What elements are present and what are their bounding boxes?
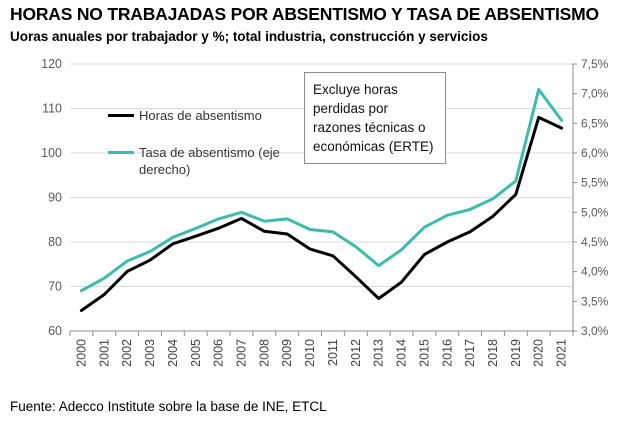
x-tick-label: 2009 <box>280 339 294 367</box>
y-right-tick-label: 7,5% <box>581 57 609 71</box>
y-right-tick-label: 3,0% <box>581 324 609 338</box>
y-right-tick-label: 6,0% <box>581 146 609 160</box>
x-tick-label: 2016 <box>440 339 454 367</box>
legend-swatch-tasa <box>108 151 134 154</box>
chart-subtitle: Uoras anuales por trabajador y %; total … <box>10 29 488 44</box>
y-right-tick-label: 3,5% <box>581 294 609 308</box>
x-tick-label: 2005 <box>189 339 203 367</box>
x-tick-label: 2018 <box>486 339 500 367</box>
x-tick-label: 2000 <box>74 339 88 367</box>
chart-title: HORAS NO TRABAJADAS POR ABSENTISMO Y TAS… <box>10 4 599 24</box>
x-tick-label: 2014 <box>395 339 409 367</box>
x-tick-label: 2001 <box>97 339 111 367</box>
x-tick-label: 2021 <box>555 339 569 367</box>
y-right-tick-label: 5,0% <box>581 205 609 219</box>
x-tick-label: 2002 <box>120 339 134 367</box>
x-tick-label: 2003 <box>143 339 157 367</box>
legend-item-horas: Horas de absentismo <box>108 107 262 124</box>
x-tick-label: 2015 <box>417 339 431 367</box>
series-line-horas <box>79 115 564 312</box>
y-right-tick-label: 4,5% <box>581 235 609 249</box>
y-left-tick-label: 110 <box>42 102 62 116</box>
x-tick-label: 2004 <box>166 339 180 367</box>
y-right-tick-label: 4,0% <box>581 265 609 279</box>
legend-label-tasa: Tasa de absentismo (eje derecho) <box>139 145 280 177</box>
legend-swatch-horas <box>108 114 134 117</box>
y-right-tick-label: 7,0% <box>581 87 609 101</box>
x-tick-label: 2020 <box>532 339 546 367</box>
x-tick-label: 2008 <box>257 339 271 367</box>
legend-label-horas: Horas de absentismo <box>139 108 262 123</box>
x-tick-label: 2019 <box>509 339 523 367</box>
y-right-tick-label: 5,5% <box>581 176 609 190</box>
y-left-tick-label: 80 <box>48 235 62 249</box>
annotation-box: Excluye horas perdidas por razones técni… <box>304 72 446 164</box>
x-tick-label: 2017 <box>463 339 477 367</box>
y-left-tick-label: 120 <box>41 57 62 71</box>
x-tick-label: 2007 <box>234 339 248 367</box>
legend-item-tasa: Tasa de absentismo (eje derecho) <box>108 144 298 178</box>
source-note: Fuente: Adecco Institute sobre la base d… <box>10 399 327 414</box>
x-tick-label: 2006 <box>212 339 226 367</box>
x-tick-label: 2012 <box>349 339 363 367</box>
x-tick-label: 2011 <box>326 339 340 366</box>
x-tick-label: 2010 <box>303 339 317 367</box>
y-left-tick-label: 60 <box>48 324 62 338</box>
y-right-tick-label: 6,5% <box>581 116 609 130</box>
y-left-tick-label: 90 <box>48 191 62 205</box>
y-left-tick-label: 70 <box>48 280 62 294</box>
y-left-tick-label: 100 <box>41 146 62 160</box>
x-tick-label: 2013 <box>372 339 386 367</box>
series-line-tasa <box>79 88 564 293</box>
